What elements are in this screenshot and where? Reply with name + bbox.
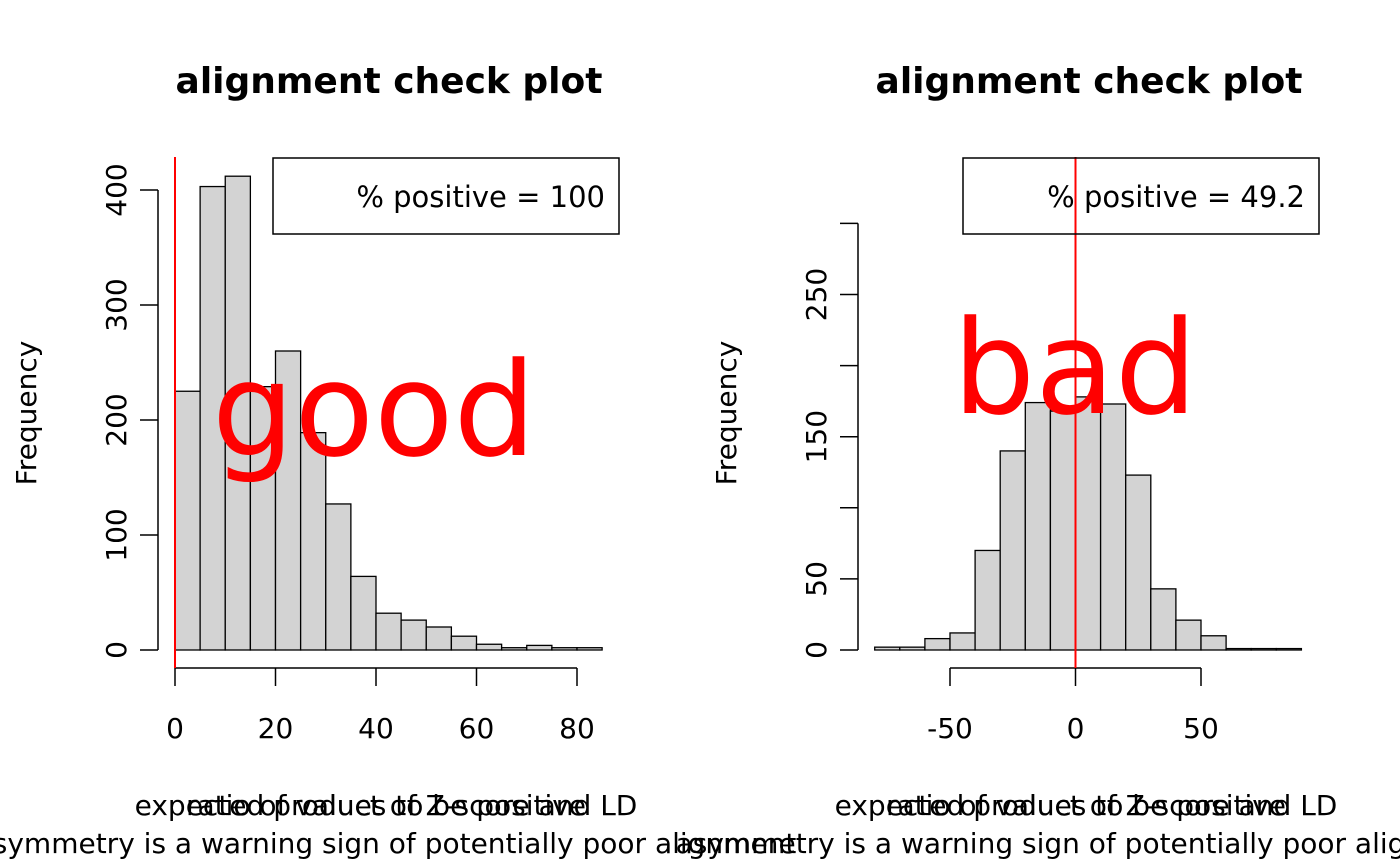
right-y-tick-label: 0	[800, 641, 833, 659]
right-histogram-bar	[1275, 647, 1303, 651]
right-legend-text: % positive = 49.2	[1047, 180, 1305, 214]
right-y-tick-label: 150	[800, 410, 833, 463]
left-histogram-bar	[450, 635, 478, 651]
left-x-tick-label: 60	[459, 712, 495, 745]
right-annotation: bad	[953, 292, 1198, 444]
left-histogram-bar	[350, 575, 377, 651]
right-histogram-bar	[874, 646, 901, 651]
left-x-tick-label: 40	[358, 712, 394, 745]
right-y-tick-label: 50	[800, 561, 833, 597]
left-histogram-bar	[199, 185, 226, 651]
left-x-axis-label-overlap: ratio of values to be positive	[186, 789, 586, 822]
left-x-tick-label: 0	[166, 712, 184, 745]
right-histogram-bar	[1225, 647, 1252, 651]
right-y-tick-label: 250	[800, 268, 833, 321]
right-chart-title: alignment check plot	[876, 61, 1303, 102]
left-y-tick-label: 200	[100, 393, 133, 446]
right-histogram-bar	[949, 632, 976, 651]
left-y-tick-label: 300	[100, 278, 133, 331]
right-x-axis-label-overlap: ratio of values to be positive	[886, 789, 1286, 822]
left-y-tick-label: 400	[100, 163, 133, 216]
left-histogram-bar	[224, 175, 252, 651]
right-histogram-bar	[1200, 635, 1227, 651]
right-y-axis-label: Frequency	[710, 341, 743, 486]
right-histogram-bar	[899, 646, 926, 651]
left-histogram-bar	[551, 647, 578, 651]
right-x-tick-label: 0	[1067, 712, 1085, 745]
left-legend-box	[272, 157, 620, 235]
left-histogram-bar	[299, 431, 327, 651]
left-annotation: good	[212, 334, 536, 486]
left-histogram-bar	[375, 612, 402, 651]
right-legend-box	[962, 157, 1320, 235]
left-x-tick-label: 80	[559, 712, 595, 745]
left-histogram-bar	[500, 647, 528, 651]
right-caption: asymmetry is a warning sign of potential…	[676, 827, 1400, 860]
left-y-axis-label: Frequency	[10, 341, 43, 486]
left-histogram-bar	[576, 647, 603, 651]
left-histogram-bar	[526, 644, 553, 651]
left-histogram-bar	[325, 503, 352, 651]
right-x-axis-label: expected product of Z-score and LD	[835, 789, 1338, 822]
right-x-tick-label: -50	[927, 712, 973, 745]
left-legend-text: % positive = 100	[356, 180, 605, 214]
right-histogram-bar	[974, 549, 1001, 651]
right-histogram-bar	[1150, 588, 1177, 651]
right-histogram-bar	[1250, 647, 1277, 651]
right-histogram-bar	[1024, 401, 1052, 651]
left-x-axis-label: expected product of Z-score and LD	[135, 789, 638, 822]
left-y-tick-label: 100	[100, 508, 133, 561]
right-x-tick-label: 50	[1183, 712, 1219, 745]
left-histogram-bar	[475, 643, 503, 651]
left-y-tick-label: 0	[100, 641, 133, 659]
left-x-tick-label: 20	[258, 712, 294, 745]
right-histogram-bar	[1125, 474, 1152, 651]
left-histogram-bar	[249, 385, 277, 651]
left-histogram-bar	[174, 390, 201, 651]
right-histogram-bar	[1175, 619, 1202, 651]
right-histogram-bar	[1049, 410, 1077, 651]
left-histogram-bar	[400, 619, 427, 651]
left-histogram-bar	[425, 626, 453, 651]
right-histogram-bar	[1099, 403, 1127, 651]
right-histogram-bar	[924, 637, 951, 651]
left-chart-title: alignment check plot	[176, 61, 603, 102]
left-caption: asymmetry is a warning sign of potential…	[0, 827, 796, 860]
right-histogram-bar	[999, 450, 1026, 651]
